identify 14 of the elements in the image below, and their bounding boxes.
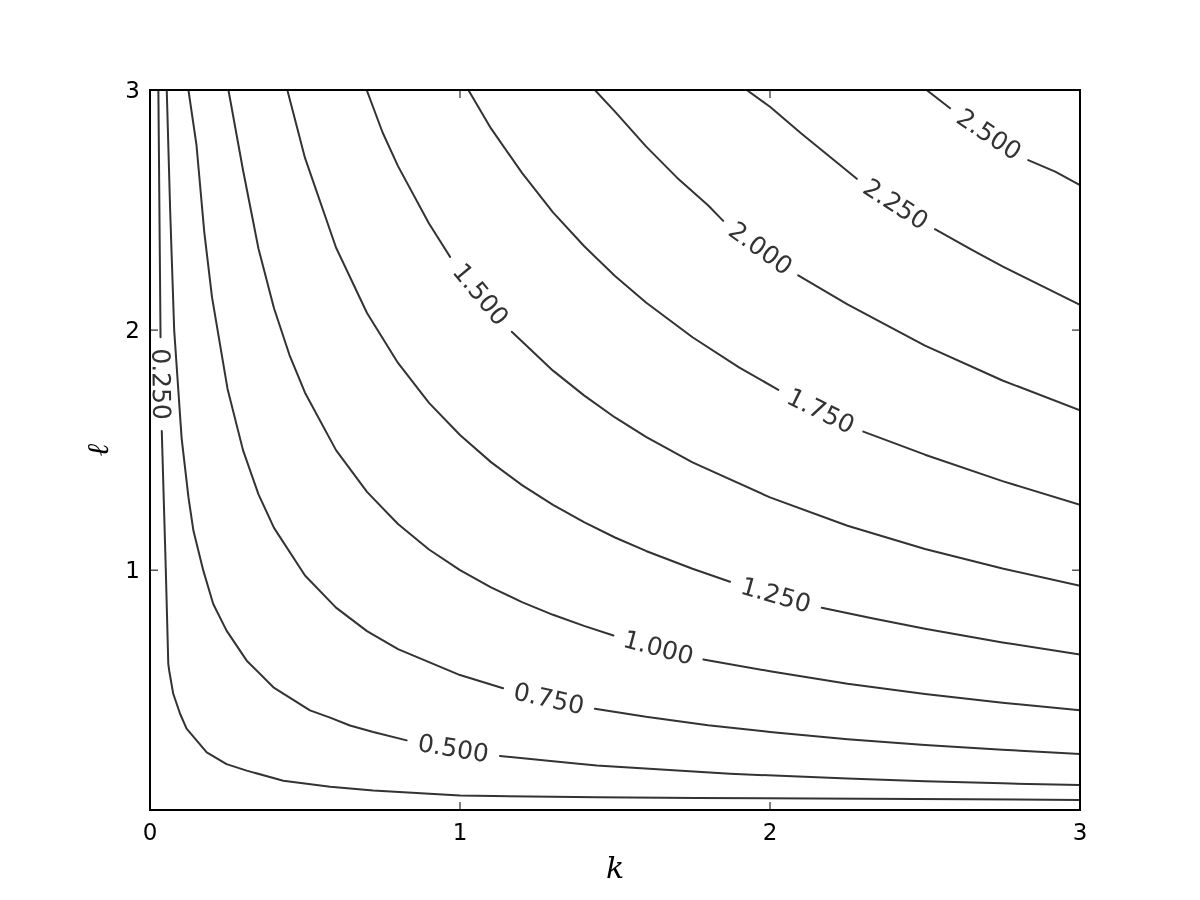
y-axis-title: ℓ [79, 443, 115, 457]
annotation: 0.250 [146, 348, 177, 421]
y-tick-label: 3 [125, 77, 140, 103]
annotation: 0.750 [510, 676, 588, 721]
x-tick-label: 2 [762, 819, 778, 845]
x-tick-label: 1 [452, 819, 468, 845]
x-tick-label: 3 [1072, 819, 1088, 845]
annotation: 1.250 [737, 571, 815, 619]
annotation: 1.000 [620, 624, 697, 671]
y-tick-label: 1 [125, 557, 140, 584]
annotation: 0.500 [415, 727, 492, 769]
x-tick-label: 0 [142, 819, 158, 845]
y-tick-label: 2 [125, 317, 140, 344]
x-axis-title: k [605, 850, 625, 885]
